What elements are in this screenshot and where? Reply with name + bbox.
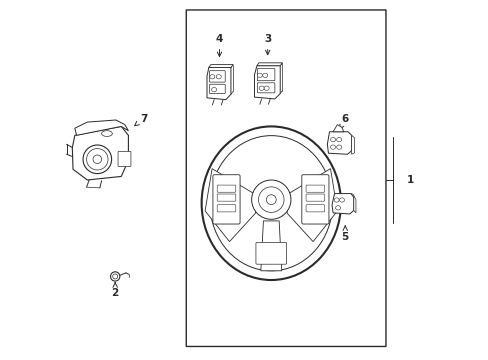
Text: 5: 5 bbox=[341, 226, 348, 242]
FancyBboxPatch shape bbox=[217, 185, 235, 192]
Polygon shape bbox=[204, 168, 255, 242]
Polygon shape bbox=[326, 132, 351, 154]
Ellipse shape bbox=[93, 155, 102, 163]
FancyBboxPatch shape bbox=[217, 194, 235, 201]
Ellipse shape bbox=[335, 206, 340, 210]
Polygon shape bbox=[260, 221, 281, 271]
Text: 7: 7 bbox=[134, 113, 147, 126]
Text: 6: 6 bbox=[339, 114, 348, 130]
FancyBboxPatch shape bbox=[209, 71, 225, 82]
Ellipse shape bbox=[336, 138, 341, 142]
FancyBboxPatch shape bbox=[118, 152, 131, 166]
Ellipse shape bbox=[262, 73, 267, 77]
FancyBboxPatch shape bbox=[212, 175, 240, 224]
Polygon shape bbox=[257, 63, 282, 66]
Polygon shape bbox=[75, 120, 128, 135]
Polygon shape bbox=[286, 168, 337, 242]
Polygon shape bbox=[206, 67, 230, 100]
Text: 1: 1 bbox=[406, 175, 413, 185]
Ellipse shape bbox=[258, 187, 284, 212]
Ellipse shape bbox=[110, 272, 120, 281]
FancyBboxPatch shape bbox=[257, 68, 274, 81]
Ellipse shape bbox=[209, 75, 214, 79]
FancyBboxPatch shape bbox=[257, 83, 274, 93]
Ellipse shape bbox=[102, 131, 112, 136]
Polygon shape bbox=[208, 64, 233, 67]
Polygon shape bbox=[254, 66, 280, 99]
FancyBboxPatch shape bbox=[301, 175, 328, 224]
FancyBboxPatch shape bbox=[209, 84, 225, 94]
FancyBboxPatch shape bbox=[305, 194, 324, 201]
FancyBboxPatch shape bbox=[217, 205, 235, 212]
Ellipse shape bbox=[259, 86, 264, 90]
Ellipse shape bbox=[330, 145, 335, 149]
Ellipse shape bbox=[211, 87, 216, 92]
Polygon shape bbox=[331, 194, 353, 214]
Polygon shape bbox=[332, 125, 343, 132]
Ellipse shape bbox=[112, 274, 118, 279]
Polygon shape bbox=[72, 126, 128, 180]
FancyBboxPatch shape bbox=[305, 185, 324, 192]
Ellipse shape bbox=[339, 198, 344, 202]
Text: 4: 4 bbox=[215, 34, 223, 57]
Ellipse shape bbox=[251, 180, 290, 219]
Ellipse shape bbox=[83, 145, 111, 174]
Ellipse shape bbox=[86, 149, 108, 170]
FancyBboxPatch shape bbox=[255, 242, 286, 264]
Ellipse shape bbox=[216, 75, 221, 79]
Ellipse shape bbox=[257, 73, 262, 77]
FancyBboxPatch shape bbox=[186, 10, 385, 346]
Text: 3: 3 bbox=[264, 34, 271, 55]
Polygon shape bbox=[350, 194, 355, 213]
Ellipse shape bbox=[333, 198, 339, 202]
Ellipse shape bbox=[264, 86, 268, 90]
Ellipse shape bbox=[201, 126, 340, 280]
Text: 2: 2 bbox=[111, 283, 119, 298]
Ellipse shape bbox=[336, 145, 341, 149]
Ellipse shape bbox=[330, 138, 335, 142]
FancyBboxPatch shape bbox=[305, 205, 324, 212]
Ellipse shape bbox=[266, 195, 276, 204]
Polygon shape bbox=[351, 135, 354, 154]
